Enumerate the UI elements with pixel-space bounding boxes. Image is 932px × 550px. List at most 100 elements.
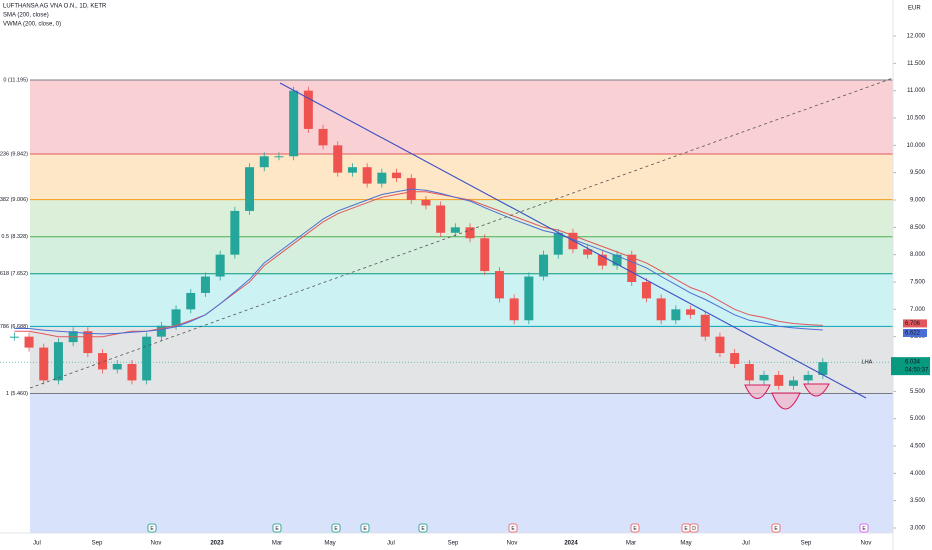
candle	[715, 336, 725, 354]
event-icon	[689, 523, 699, 533]
price-badge	[891, 357, 930, 376]
event-label: E	[774, 526, 778, 532]
x-tick-label: Nov	[507, 541, 518, 547]
legend-vwma: VWMA (200, close, 0)	[3, 22, 61, 28]
candle	[730, 353, 740, 364]
currency: EUR	[908, 6, 921, 12]
candle	[641, 282, 651, 299]
event-label: E	[363, 526, 367, 532]
candle	[142, 336, 152, 381]
x-tick-label: Jul	[742, 541, 750, 547]
event-icon	[630, 523, 640, 533]
event-icon	[272, 523, 282, 533]
candle	[230, 210, 240, 255]
event-label: D	[692, 526, 696, 532]
candle	[597, 254, 607, 266]
fib-band	[30, 236, 893, 274]
candle	[774, 374, 784, 386]
fib-label: 618 (7.652)	[0, 271, 28, 277]
candle	[480, 238, 490, 272]
y-tick-label: 12.000	[907, 34, 926, 40]
candle	[671, 309, 681, 321]
x-tick-label: Sep	[801, 541, 812, 547]
candle	[259, 156, 269, 168]
candle	[274, 156, 284, 158]
x-tick-label: Jul	[387, 541, 395, 547]
y-tick-label: 8.500	[910, 225, 926, 231]
fib-band	[30, 80, 893, 154]
fib-band	[30, 199, 893, 237]
y-tick-label: 11.500	[907, 61, 926, 67]
y-tick-label: 10.000	[907, 143, 926, 149]
x-tick-label: Sep	[92, 541, 103, 547]
fib-label: 0 (11.195)	[3, 77, 28, 83]
candle	[171, 309, 181, 326]
event-icon	[859, 523, 869, 533]
candle	[303, 90, 313, 129]
x-tick-label: 2023	[210, 541, 224, 547]
y-tick-label: 7.500	[910, 280, 926, 286]
candle	[421, 200, 431, 206]
y-tick-label: 8.000	[910, 252, 926, 258]
fib-label: 382 (9.006)	[0, 197, 28, 203]
x-tick-label: Sep	[448, 541, 459, 547]
x-tick-label: Mar	[272, 541, 282, 547]
y-tick-label: 5.500	[910, 389, 926, 395]
candle	[347, 167, 357, 173]
candle	[656, 298, 666, 321]
candle	[98, 353, 108, 370]
y-tick-label: 3.500	[910, 498, 926, 504]
ma-badge	[903, 328, 927, 337]
candle	[318, 128, 328, 146]
candle	[156, 325, 166, 337]
ma-last: 6.706	[905, 321, 921, 327]
candle	[539, 254, 549, 277]
legend-sma: SMA (200, close)	[3, 13, 49, 19]
candle	[494, 271, 504, 299]
fib-label: 236 (9.842)	[0, 151, 28, 157]
event-icon	[147, 523, 157, 533]
x-tick-label: May	[680, 541, 691, 547]
candle	[24, 336, 34, 348]
fib-label: 786 (6.688)	[0, 324, 28, 330]
event-label: E	[421, 526, 425, 532]
y-tick-label: 9.500	[910, 170, 926, 176]
dashed-trendline	[29, 77, 894, 389]
event-icon	[771, 523, 781, 533]
candle	[392, 172, 402, 179]
candle	[450, 227, 460, 233]
cup-patterns	[744, 383, 830, 410]
y-tick-label: 6.500	[910, 334, 926, 340]
candle	[112, 364, 122, 370]
y-tick-label: 5.000	[910, 416, 926, 422]
candle	[245, 167, 255, 211]
ma-last: 6.622	[905, 331, 921, 337]
candle	[759, 374, 769, 381]
candle	[509, 298, 519, 321]
candle	[362, 167, 372, 184]
candle	[215, 254, 225, 277]
candle	[818, 362, 828, 375]
candle	[39, 347, 49, 381]
event-label: E	[334, 526, 338, 532]
moving-average	[14, 188, 823, 335]
symbol-badge: LHA	[862, 360, 873, 366]
x-tick-label: 2024	[564, 541, 578, 547]
event-icon	[508, 523, 518, 533]
event-icon	[331, 523, 341, 533]
candle	[686, 309, 696, 315]
x-tick-label: Mar	[626, 541, 636, 547]
candle	[200, 276, 210, 293]
candle	[583, 249, 593, 255]
event-label: E	[862, 526, 866, 532]
candle	[700, 314, 710, 337]
candle	[53, 342, 63, 381]
fib-band	[30, 273, 893, 327]
candle	[465, 227, 475, 239]
candle	[333, 145, 343, 173]
event-icon	[418, 523, 428, 533]
y-tick-label: 7.000	[910, 307, 926, 313]
ma-badge	[903, 319, 927, 328]
trendline	[279, 82, 867, 399]
